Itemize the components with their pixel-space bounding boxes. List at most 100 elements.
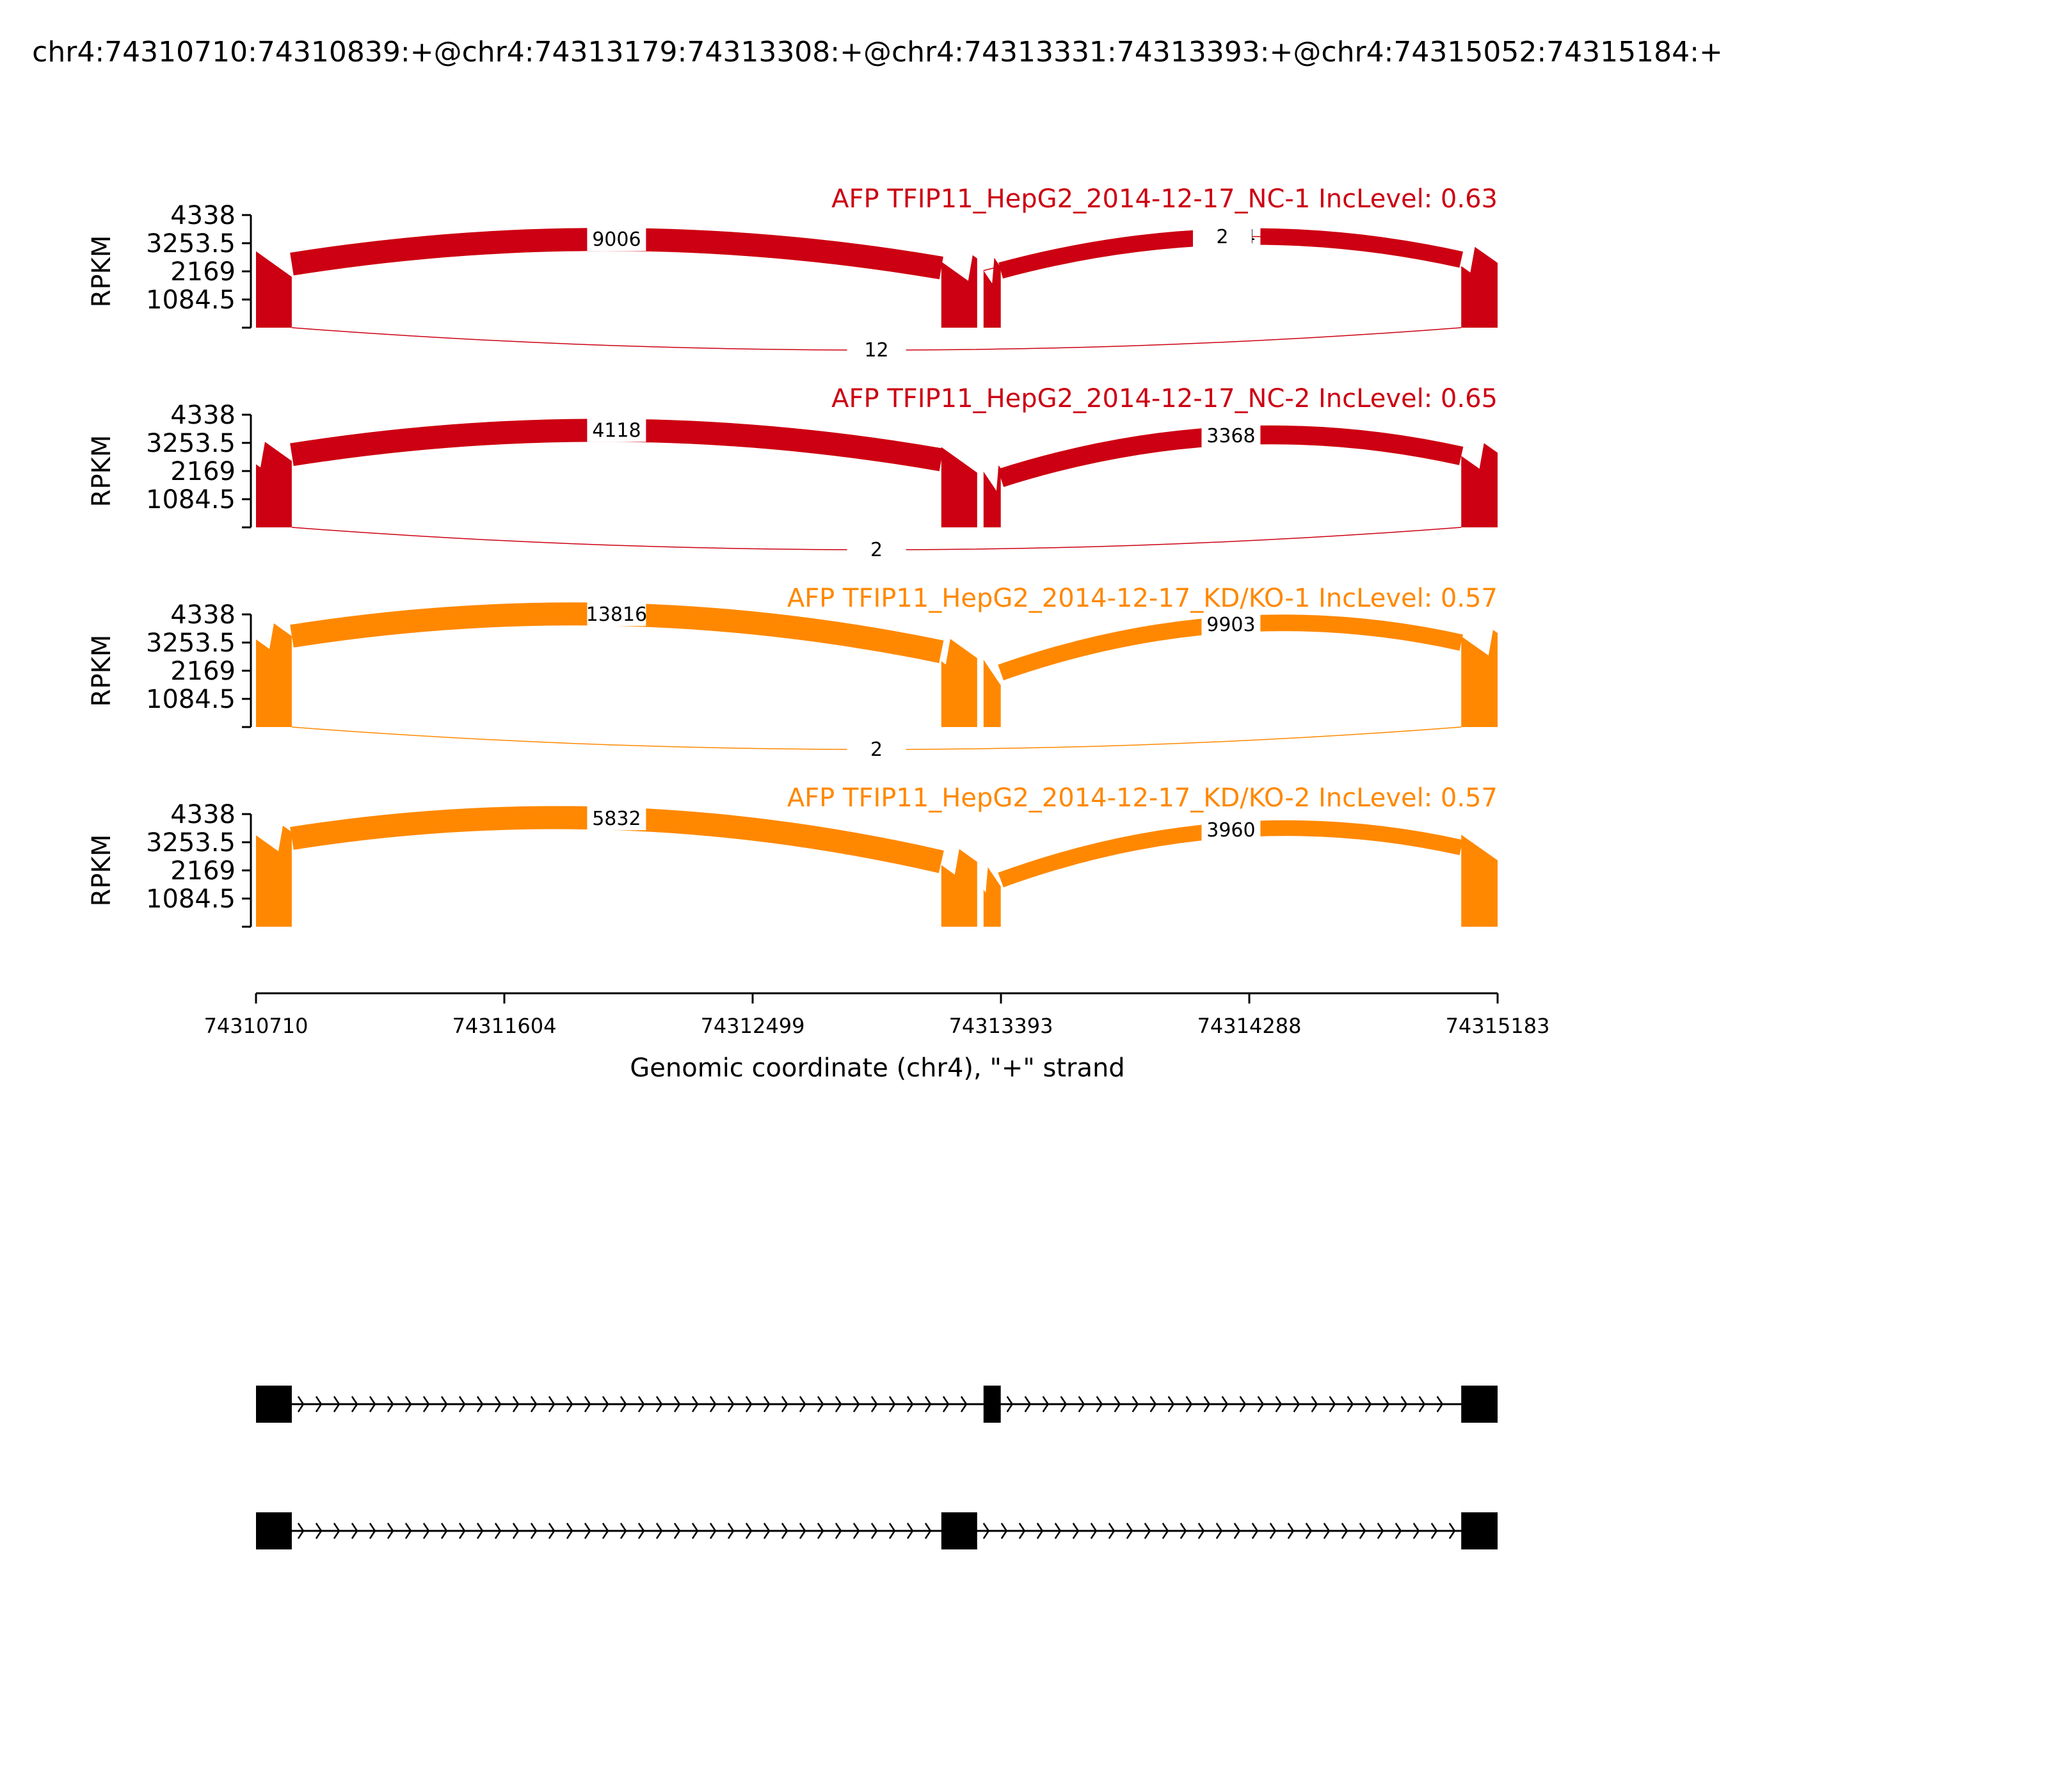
strand-arrow (1162, 1523, 1169, 1539)
junction-count-label: 9006 (592, 228, 641, 251)
y-axis-label: RPKM (87, 635, 116, 707)
strand-arrow (387, 1523, 394, 1539)
strand-arrow (297, 1396, 305, 1412)
strand-arrow (1257, 1396, 1265, 1412)
strand-arrow (458, 1396, 466, 1412)
strand-arrow (1412, 1523, 1420, 1539)
strand-arrow (942, 1396, 950, 1412)
strand-arrow (745, 1523, 753, 1539)
strand-arrow (727, 1523, 735, 1539)
strand-arrow (1323, 1523, 1331, 1539)
strand-arrow (906, 1396, 914, 1412)
junction-count-label: 12 (864, 339, 888, 362)
strand-arrow (817, 1523, 824, 1539)
strand-arrow (494, 1523, 502, 1539)
exon-box (1461, 1386, 1498, 1423)
strand-arrow (1221, 1396, 1229, 1412)
strand-arrow (566, 1396, 573, 1412)
junction-count-label: 5832 (592, 808, 641, 830)
strand-arrow (584, 1523, 591, 1539)
strand-arrow (1006, 1396, 1014, 1412)
x-axis: 74310710 74311604 74312499 74313393 74314288… (204, 992, 1549, 1038)
exon-box (941, 1512, 977, 1549)
x-tick-label: 74314288 (1197, 1014, 1302, 1038)
track-name: AFP TFIP11_HepG2_2014-12-17_NC-2 IncLeve… (831, 384, 1498, 413)
y-tick-label: 2169 (170, 257, 236, 287)
strand-arrow (1400, 1396, 1408, 1412)
strand-arrow (1144, 1523, 1151, 1539)
strand-arrow (476, 1523, 484, 1539)
strand-arrow (387, 1396, 394, 1412)
strand-arrow (548, 1396, 556, 1412)
strand-arrow (1239, 1396, 1247, 1412)
junction-label-bg (1201, 611, 1261, 636)
x-tick-label: 74311604 (452, 1014, 557, 1038)
strand-arrow (512, 1396, 520, 1412)
strand-arrow (1436, 1396, 1444, 1412)
strand-arrow (673, 1396, 681, 1412)
strand-arrow (422, 1396, 430, 1412)
strand-arrow (835, 1523, 842, 1539)
coverage-block (256, 442, 292, 527)
strand-arrow (404, 1396, 412, 1412)
strand-arrow (440, 1523, 448, 1539)
strand-arrow (315, 1523, 323, 1539)
junction-count-label: 2 (1216, 226, 1228, 248)
x-tick-label: 74310710 (204, 1014, 308, 1038)
strand-arrow (440, 1396, 448, 1412)
strand-arrow (1185, 1396, 1193, 1412)
strand-arrow (1418, 1396, 1426, 1412)
strand-arrow (799, 1396, 806, 1412)
strand-arrow (1132, 1396, 1139, 1412)
strand-arrow (1072, 1523, 1080, 1539)
strand-arrow (691, 1523, 699, 1539)
strand-arrow (673, 1523, 681, 1539)
junction-count-label: 9903 (1206, 614, 1255, 636)
junction-label-bg (587, 806, 646, 831)
x-tick-label: 74313393 (949, 1014, 1053, 1038)
strand-arrow (924, 1396, 932, 1412)
exon-box (1461, 1512, 1498, 1549)
junction-label-bg (847, 537, 906, 561)
coverage-block (1461, 443, 1498, 527)
y-tick-label: 4338 (170, 201, 236, 230)
strand-arrow (620, 1523, 627, 1539)
junction-label-bg (1201, 423, 1261, 448)
strand-arrow (530, 1523, 538, 1539)
junction-count-label: 2 (870, 539, 883, 561)
strand-arrow (763, 1396, 771, 1412)
strand-arrow (1203, 1396, 1211, 1412)
strand-arrow (1364, 1396, 1372, 1412)
strand-arrow (1024, 1396, 1032, 1412)
strand-arrow (602, 1523, 609, 1539)
strand-arrow (1269, 1523, 1277, 1539)
strand-arrow (924, 1523, 932, 1539)
strand-arrow (422, 1523, 430, 1539)
strand-arrow (1251, 1523, 1259, 1539)
strand-arrow (404, 1523, 412, 1539)
strand-arrow (709, 1523, 717, 1539)
y-tick-label: 3253.5 (146, 628, 236, 658)
strand-arrow (1042, 1396, 1050, 1412)
strand-arrow (1054, 1523, 1062, 1539)
strand-arrow (1036, 1523, 1044, 1539)
junction-count-label: 2 (870, 739, 883, 761)
junction-count-label: 3960 (1206, 819, 1255, 842)
junction-label-bg (847, 737, 906, 761)
strand-arrow (637, 1396, 645, 1412)
coverage-block (983, 257, 1001, 328)
junction-label-bg (1192, 223, 1252, 248)
track-name: AFP TFIP11_HepG2_2014-12-17_KD/KO-2 IncL… (787, 783, 1498, 813)
strand-arrow (1215, 1523, 1223, 1539)
strand-arrow (584, 1396, 591, 1412)
strand-arrow (1275, 1396, 1283, 1412)
strand-arrow (333, 1523, 340, 1539)
strand-arrow (1000, 1523, 1008, 1539)
strand-arrow (781, 1523, 788, 1539)
junction-label-bg (1201, 817, 1261, 842)
junction-label-bg (587, 602, 646, 627)
strand-arrow (781, 1396, 788, 1412)
strand-arrow (888, 1523, 896, 1539)
strand-arrow (1018, 1523, 1026, 1539)
